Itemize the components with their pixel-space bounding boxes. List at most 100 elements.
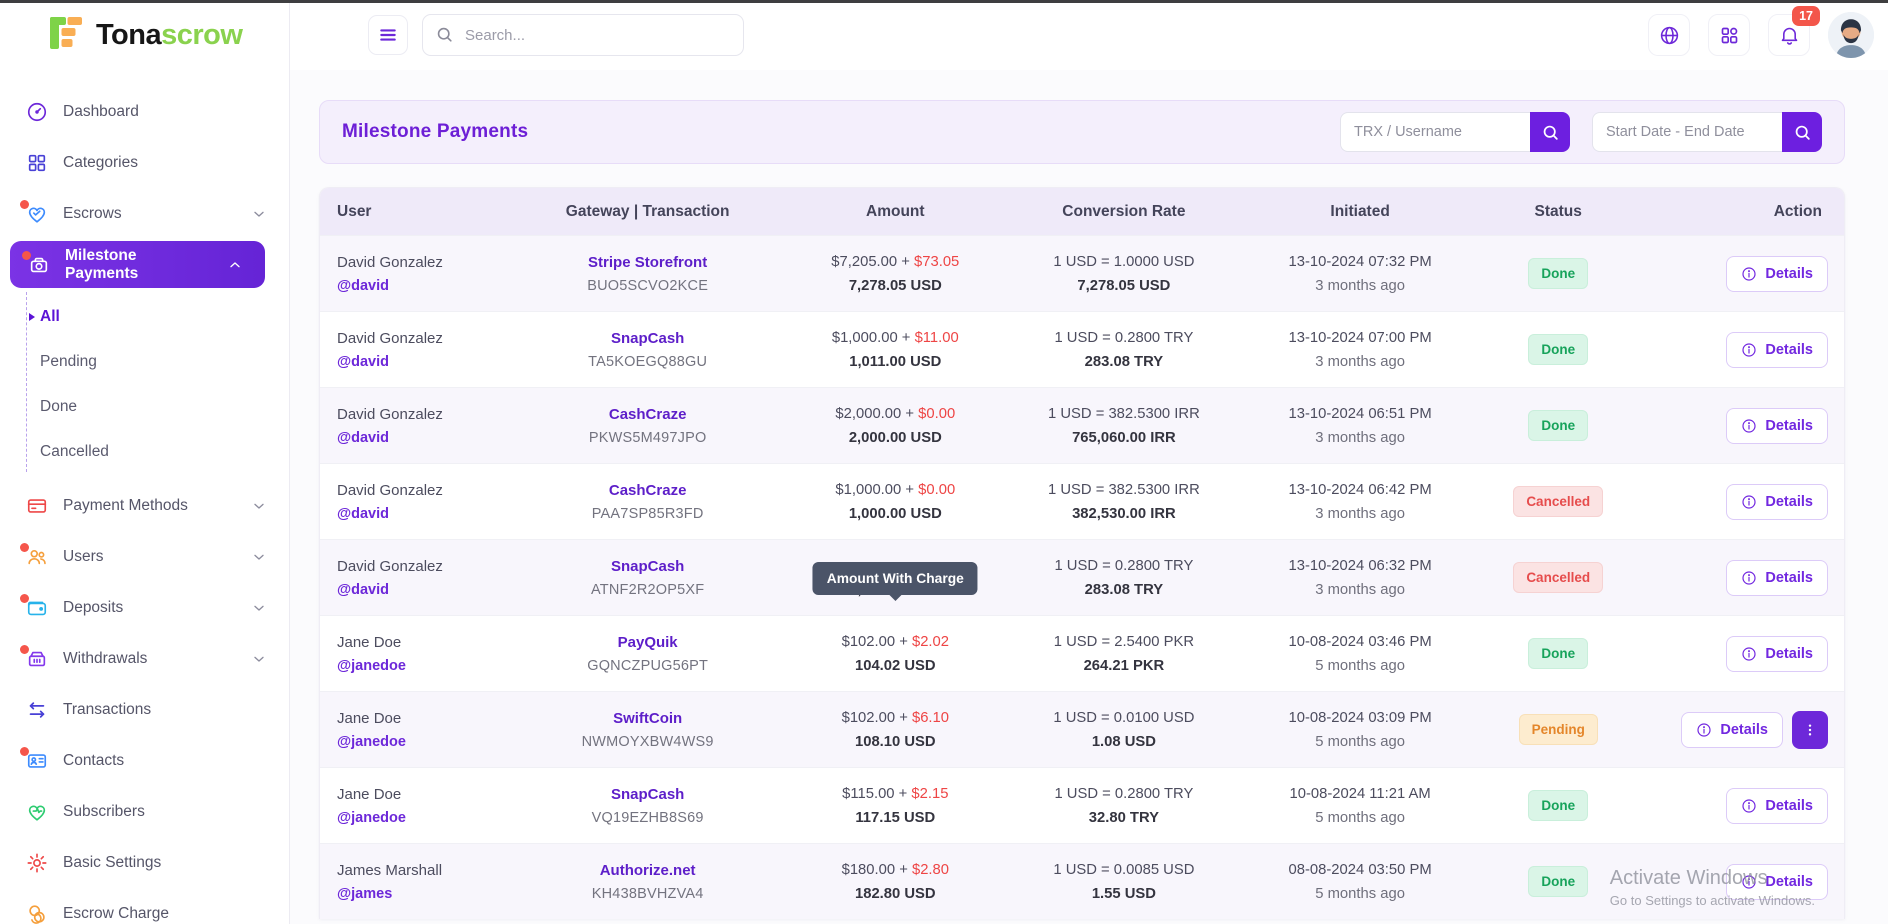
gateway-link[interactable]: Authorize.net <box>518 862 777 879</box>
initiated-ago: 5 months ago <box>1234 810 1485 826</box>
notification-dot <box>20 747 29 756</box>
amount-total: 1,000.00 USD <box>777 506 1013 522</box>
submenu-item-all[interactable]: All <box>0 294 289 339</box>
charge-amount: $6.10 <box>912 710 949 726</box>
user-name: David Gonzalez <box>337 406 518 423</box>
details-button[interactable]: Details <box>1726 408 1828 444</box>
user-username-link[interactable]: @david <box>337 354 518 370</box>
amount-with-charge: $2,000.00 + $0.00 <box>777 406 1013 423</box>
details-button[interactable]: Details <box>1726 636 1828 672</box>
sidebar-item-subscribers[interactable]: Subscribers <box>0 786 289 837</box>
submenu-item-done[interactable]: Done <box>0 384 289 429</box>
info-icon <box>1741 266 1757 282</box>
details-button[interactable]: Details <box>1726 332 1828 368</box>
initiated-ago: 3 months ago <box>1234 430 1485 446</box>
initiated-ago: 5 months ago <box>1234 658 1485 674</box>
info-icon <box>1741 342 1757 358</box>
gateway-link[interactable]: CashCraze <box>518 406 777 423</box>
gateway-link[interactable]: SwiftCoin <box>518 710 777 727</box>
chevron-down-icon <box>251 206 267 222</box>
col-gateway: Gateway | Transaction <box>518 203 777 221</box>
amount-total: 1,011.00 USD <box>777 354 1013 370</box>
sidebar-item-withdrawals[interactable]: Withdrawals <box>0 633 289 684</box>
converted-amount: 32.80 TRY <box>1013 810 1234 826</box>
search-input[interactable] <box>422 14 744 56</box>
brand-logo[interactable]: Tonascrow <box>0 0 289 70</box>
transaction-id: TA5KOEGQ88GU <box>518 354 777 370</box>
user-username-link[interactable]: @david <box>337 506 518 522</box>
sidebar-item-basic-settings[interactable]: Basic Settings <box>0 837 289 888</box>
search-icon <box>1541 123 1560 142</box>
initiated-ago: 3 months ago <box>1234 278 1485 294</box>
date-range-input[interactable] <box>1592 112 1782 152</box>
details-button[interactable]: Details <box>1726 256 1828 292</box>
chevron-up-icon <box>227 257 243 273</box>
initiated-date: 10-08-2024 11:21 AM <box>1234 786 1485 803</box>
row-menu-button[interactable] <box>1792 711 1828 749</box>
details-button[interactable]: Details <box>1726 788 1828 824</box>
user-avatar[interactable] <box>1828 12 1874 58</box>
notification-dot <box>22 251 31 260</box>
status-badge: Done <box>1528 790 1588 821</box>
filters <box>1340 112 1822 152</box>
col-user: User <box>320 203 518 221</box>
amount-with-charge: $1,000.00 + $11.00 <box>777 330 1013 347</box>
table-row: David Gonzalez @david SnapCash ATNF2R2OP… <box>320 539 1844 615</box>
user-username-link[interactable]: @david <box>337 430 518 446</box>
escrows-icon <box>26 203 48 225</box>
details-button[interactable]: Details <box>1681 712 1783 748</box>
gateway-link[interactable]: SnapCash <box>518 558 777 575</box>
date-search-button[interactable] <box>1782 112 1822 152</box>
sidebar-item-users[interactable]: Users <box>0 531 289 582</box>
details-button[interactable]: Details <box>1726 560 1828 596</box>
conversion-rate: 1 USD = 0.2800 TRY <box>1013 558 1234 575</box>
user-username-link[interactable]: @janedoe <box>337 734 518 750</box>
initiated-ago: 3 months ago <box>1234 506 1485 522</box>
submenu-item-cancelled[interactable]: Cancelled <box>0 429 289 474</box>
sidebar-item-deposits[interactable]: Deposits <box>0 582 289 633</box>
page-title: Milestone Payments <box>342 121 528 143</box>
language-button[interactable] <box>1648 14 1690 56</box>
sidebar-toggle-button[interactable] <box>368 15 408 55</box>
user-username-link[interactable]: @david <box>337 278 518 294</box>
apps-button[interactable] <box>1708 14 1750 56</box>
trx-username-input[interactable] <box>1340 112 1530 152</box>
sidebar-item-milestone-payments[interactable]: Milestone Payments <box>10 241 265 288</box>
submenu-item-pending[interactable]: Pending <box>0 339 289 384</box>
status-badge: Cancelled <box>1513 486 1603 517</box>
trx-search-button[interactable] <box>1530 112 1570 152</box>
notifications-button[interactable]: 17 <box>1768 14 1810 56</box>
sidebar-item-categories[interactable]: Categories <box>0 137 289 188</box>
gateway-link[interactable]: SnapCash <box>518 786 777 803</box>
user-name: David Gonzalez <box>337 254 518 271</box>
gateway-link[interactable]: Stripe Storefront <box>518 254 777 271</box>
user-username-link[interactable]: @janedoe <box>337 658 518 674</box>
status-badge: Done <box>1528 410 1588 441</box>
details-button[interactable]: Details <box>1726 864 1828 900</box>
gateway-link[interactable]: CashCraze <box>518 482 777 499</box>
trx-filter <box>1340 112 1570 152</box>
search-icon <box>1793 123 1812 142</box>
initiated-date: 08-08-2024 03:50 PM <box>1234 862 1485 879</box>
app: Tonascrow Dashboard Categories <box>0 0 1888 924</box>
sidebar-item-escrow-charge[interactable]: Escrow Charge <box>0 888 289 924</box>
gateway-link[interactable]: PayQuik <box>518 634 777 651</box>
sidebar-item-payment-methods[interactable]: Payment Methods <box>0 480 289 531</box>
details-button[interactable]: Details <box>1726 484 1828 520</box>
status-badge: Done <box>1528 866 1588 897</box>
user-name: Jane Doe <box>337 634 518 651</box>
user-username-link[interactable]: @janedoe <box>337 810 518 826</box>
sidebar-item-contacts[interactable]: Contacts <box>0 735 289 786</box>
initiated-ago: 5 months ago <box>1234 886 1485 902</box>
sidebar-item-escrows[interactable]: Escrows <box>0 188 289 239</box>
user-username-link[interactable]: @james <box>337 886 518 902</box>
user-name: David Gonzalez <box>337 482 518 499</box>
converted-amount: 382,530.00 IRR <box>1013 506 1234 522</box>
charge-amount: $73.05 <box>914 254 959 270</box>
user-username-link[interactable]: @david <box>337 582 518 598</box>
sidebar-item-transactions[interactable]: Transactions <box>0 684 289 735</box>
gateway-link[interactable]: SnapCash <box>518 330 777 347</box>
sidebar-item-dashboard[interactable]: Dashboard <box>0 86 289 137</box>
col-status: Status <box>1486 203 1631 221</box>
status-badge: Cancelled <box>1513 562 1603 593</box>
